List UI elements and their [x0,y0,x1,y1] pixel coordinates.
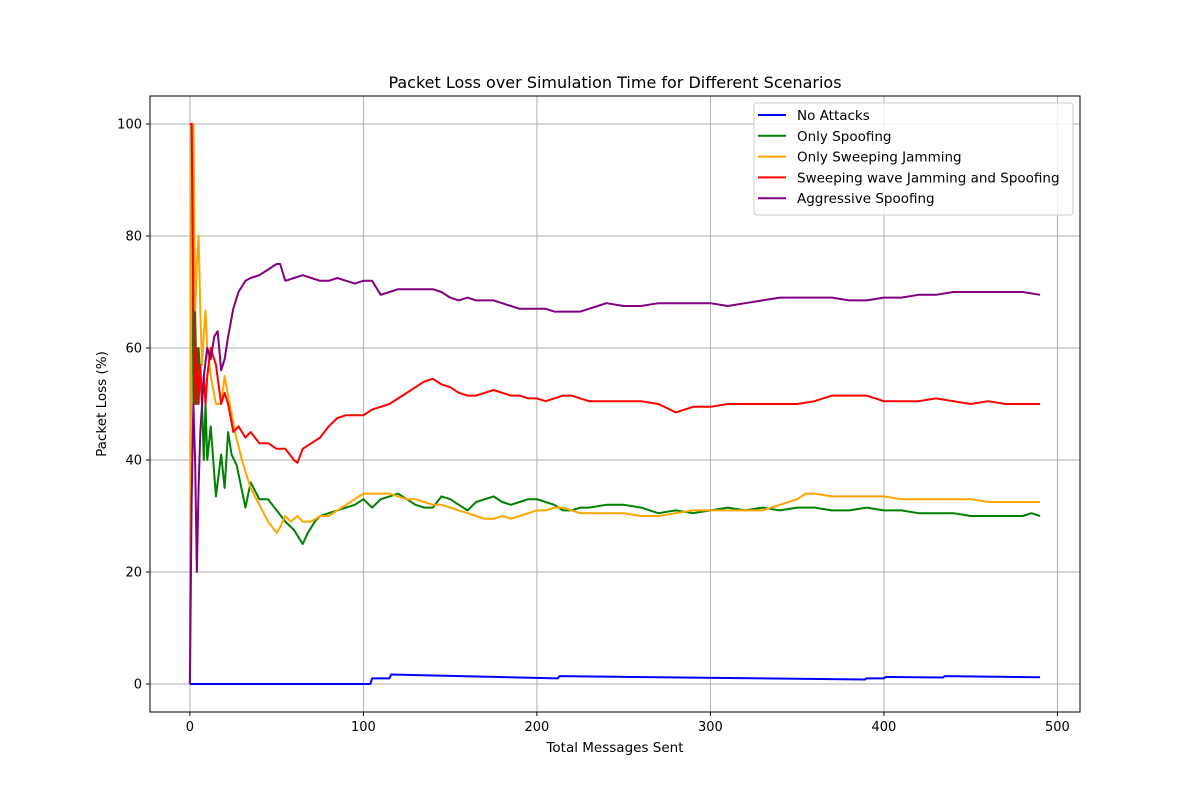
legend-label: Only Spoofing [797,129,892,145]
x-axis-label: Total Messages Sent [545,740,683,756]
x-tick-label: 200 [525,720,550,735]
x-tick-label: 300 [698,720,723,735]
axis-ticks: 0 100 200 300 400 500 0 20 40 60 80 100 [117,118,1070,736]
legend-label: Aggressive Spoofing [797,191,935,207]
y-tick-label: 60 [125,342,142,357]
grid-lines [150,96,1080,712]
x-tick-label: 500 [1045,720,1070,735]
y-tick-label: 40 [125,454,142,469]
legend-label: Only Sweeping Jamming [797,150,962,166]
x-tick-label: 400 [872,720,897,735]
series-line-5 [188,263,1041,685]
series-lines [188,123,1041,685]
legend: No Attacks Only Spoofing Only Sweeping Jam… [753,102,1074,216]
series-line-1 [189,673,1041,685]
x-tick-label: 100 [351,720,376,735]
series-line-4 [189,123,1041,464]
y-tick-label: 0 [134,678,142,693]
series-line-2 [188,123,1041,685]
legend-box [753,102,1074,216]
chart-title: Packet Loss over Simulation Time for Dif… [388,73,841,92]
legend-label: Sweeping wave Jamming and Spoofing [797,170,1060,186]
y-axis-label: Packet Loss (%) [94,351,110,457]
plot-frame [149,95,1081,713]
y-tick-label: 100 [117,118,142,133]
y-tick-label: 20 [125,566,142,581]
legend-label: No Attacks [797,108,870,124]
series-line-3 [188,123,1041,685]
y-tick-label: 80 [125,230,142,245]
x-tick-label: 0 [186,720,194,735]
